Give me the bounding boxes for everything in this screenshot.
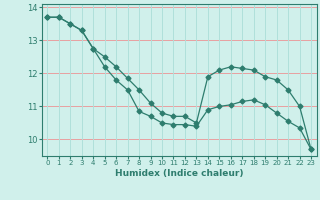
- X-axis label: Humidex (Indice chaleur): Humidex (Indice chaleur): [115, 169, 244, 178]
